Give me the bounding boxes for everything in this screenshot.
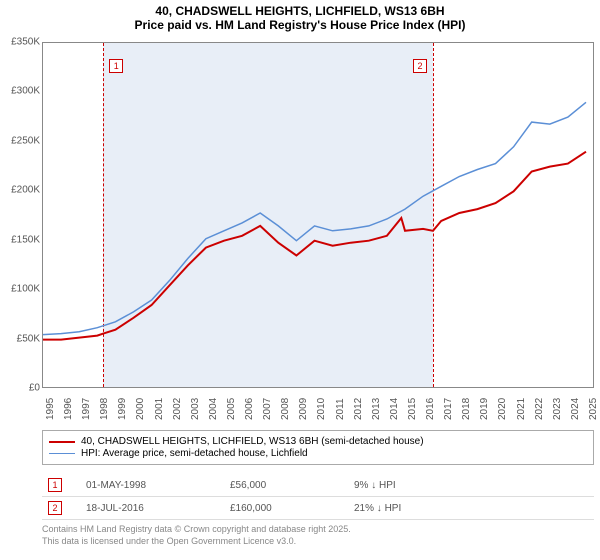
row-date: 18-JUL-2016 — [86, 503, 206, 514]
row-delta: 21% ↓ HPI — [354, 503, 434, 514]
row-marker-1: 1 — [48, 478, 62, 492]
x-tick-label: 2010 — [316, 398, 327, 420]
chart-title: 40, CHADSWELL HEIGHTS, LICHFIELD, WS13 6… — [0, 0, 600, 32]
transaction-table: 1 01-MAY-1998 £56,000 9% ↓ HPI 2 18-JUL-… — [42, 474, 594, 520]
x-tick-label: 2005 — [226, 398, 237, 420]
series-hpi — [43, 102, 586, 334]
legend-swatch-hpi — [49, 453, 75, 455]
row-marker-2: 2 — [48, 501, 62, 515]
x-tick-label: 2025 — [588, 398, 599, 420]
x-tick-label: 2017 — [443, 398, 454, 420]
y-tick-label: £50K — [17, 333, 40, 344]
x-tick-label: 2007 — [262, 398, 273, 420]
x-tick-label: 2000 — [135, 398, 146, 420]
x-tick-label: 2014 — [389, 398, 400, 420]
x-tick-label: 2016 — [425, 398, 436, 420]
y-tick-label: £250K — [11, 135, 40, 146]
x-tick-label: 1995 — [45, 398, 56, 420]
x-tick-label: 2019 — [479, 398, 490, 420]
table-row: 2 18-JUL-2016 £160,000 21% ↓ HPI — [42, 497, 594, 520]
x-tick-label: 2002 — [172, 398, 183, 420]
x-tick-label: 2004 — [208, 398, 219, 420]
y-tick-label: £100K — [11, 284, 40, 295]
x-tick-label: 2022 — [534, 398, 545, 420]
chart-plot-area: 1 2 — [42, 42, 594, 388]
table-row: 1 01-MAY-1998 £56,000 9% ↓ HPI — [42, 474, 594, 497]
legend-label-price-paid: 40, CHADSWELL HEIGHTS, LICHFIELD, WS13 6… — [81, 436, 424, 447]
x-tick-label: 2001 — [154, 398, 165, 420]
row-delta: 9% ↓ HPI — [354, 480, 434, 491]
y-tick-label: £300K — [11, 86, 40, 97]
x-tick-label: 2012 — [353, 398, 364, 420]
x-tick-label: 2015 — [407, 398, 418, 420]
row-date: 01-MAY-1998 — [86, 480, 206, 491]
series-price-paid — [43, 152, 586, 340]
x-tick-label: 2024 — [570, 398, 581, 420]
row-price: £56,000 — [230, 480, 330, 491]
footer: Contains HM Land Registry data © Crown c… — [42, 524, 351, 547]
footer-line2: This data is licensed under the Open Gov… — [42, 536, 351, 548]
x-tick-label: 2011 — [335, 398, 346, 420]
x-tick-label: 1996 — [63, 398, 74, 420]
x-tick-label: 1997 — [81, 398, 92, 420]
y-tick-label: £350K — [11, 37, 40, 48]
y-tick-label: £0 — [29, 383, 40, 394]
row-price: £160,000 — [230, 503, 330, 514]
legend-item-hpi: HPI: Average price, semi-detached house,… — [49, 448, 587, 459]
x-tick-label: 2023 — [552, 398, 563, 420]
legend-swatch-price-paid — [49, 441, 75, 443]
x-tick-label: 2009 — [298, 398, 309, 420]
chart-lines — [43, 43, 593, 387]
x-tick-label: 1999 — [117, 398, 128, 420]
y-tick-label: £200K — [11, 185, 40, 196]
x-tick-label: 2006 — [244, 398, 255, 420]
x-tick-label: 2003 — [190, 398, 201, 420]
x-tick-label: 2021 — [516, 398, 527, 420]
x-tick-label: 2013 — [371, 398, 382, 420]
title-line2: Price paid vs. HM Land Registry's House … — [0, 18, 600, 32]
y-tick-label: £150K — [11, 234, 40, 245]
legend: 40, CHADSWELL HEIGHTS, LICHFIELD, WS13 6… — [42, 430, 594, 465]
footer-line1: Contains HM Land Registry data © Crown c… — [42, 524, 351, 536]
legend-item-price-paid: 40, CHADSWELL HEIGHTS, LICHFIELD, WS13 6… — [49, 436, 587, 447]
x-tick-label: 2018 — [461, 398, 472, 420]
legend-label-hpi: HPI: Average price, semi-detached house,… — [81, 448, 308, 459]
title-line1: 40, CHADSWELL HEIGHTS, LICHFIELD, WS13 6… — [0, 4, 600, 18]
x-tick-label: 2008 — [280, 398, 291, 420]
x-tick-label: 1998 — [99, 398, 110, 420]
x-tick-label: 2020 — [497, 398, 508, 420]
